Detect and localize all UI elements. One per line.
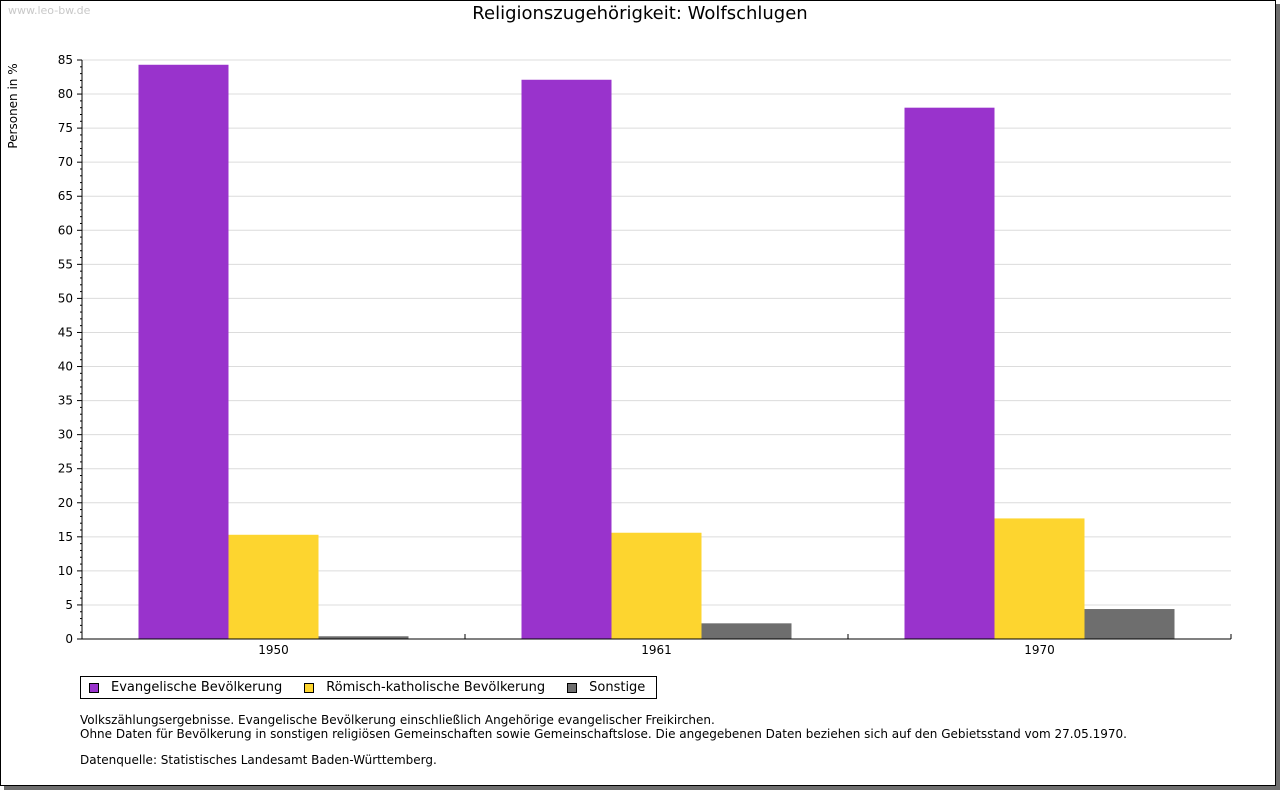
chart-legend: Evangelische Bevölkerung Römisch-katholi…	[80, 676, 658, 699]
y-tick-label: 50	[58, 291, 73, 305]
bar-sonstige-1970	[1084, 609, 1175, 639]
y-tick-label: 60	[58, 223, 73, 237]
y-tick-label: 0	[65, 632, 73, 646]
y-tick-label: 5	[65, 598, 73, 612]
bar-katholisch-1961	[611, 532, 702, 639]
y-tick-label: 65	[58, 189, 73, 203]
bar-sonstige-1950	[318, 636, 409, 639]
legend-swatch-sonstige	[567, 682, 578, 693]
chart-notes: Volkszählungsergebnisse. Evangelische Be…	[80, 713, 1127, 767]
y-tick-label: 25	[58, 462, 73, 476]
x-tick-label: 1970	[1024, 643, 1055, 657]
y-tick-label: 70	[58, 155, 73, 169]
legend-item-evangelisch: Evangelische Bevölkerung	[89, 680, 282, 695]
bar-katholisch-1950	[228, 534, 319, 639]
legend-item-katholisch: Römisch-katholische Bevölkerung	[304, 680, 545, 695]
bar-sonstige-1961	[701, 623, 792, 639]
y-tick-label: 35	[58, 394, 73, 408]
y-tick-label: 20	[58, 496, 73, 510]
legend-label-katholisch: Römisch-katholische Bevölkerung	[326, 680, 546, 695]
data-source: Datenquelle: Statistisches Landesamt Bad…	[80, 753, 437, 767]
y-tick-label: 45	[58, 325, 73, 339]
y-tick-label: 40	[58, 360, 73, 374]
bar-evangelisch-1950	[138, 64, 229, 639]
legend-swatch-katholisch	[304, 682, 315, 693]
chart-title: Religionszugehörigkeit: Wolfschlugen	[472, 3, 808, 24]
bar-evangelisch-1961	[521, 79, 612, 639]
y-tick-label: 30	[58, 428, 73, 442]
note-line-2: Ohne Daten für Bevölkerung in sonstigen …	[80, 727, 1127, 741]
y-tick-label: 75	[58, 121, 73, 135]
x-tick-label: 1961	[641, 643, 672, 657]
y-tick-label: 80	[58, 87, 73, 101]
y-tick-label: 85	[58, 53, 73, 67]
watermark: www.leo-bw.de	[8, 4, 91, 17]
legend-label-evangelisch: Evangelische Bevölkerung	[111, 680, 283, 695]
legend-item-sonstige: Sonstige	[567, 680, 645, 695]
bar-evangelisch-1970	[904, 107, 995, 639]
y-tick-label: 55	[58, 257, 73, 271]
legend-label-sonstige: Sonstige	[589, 680, 646, 695]
legend-swatch-evangelisch	[89, 682, 99, 693]
x-tick-label: 1950	[258, 643, 289, 657]
bar-katholisch-1970	[994, 518, 1085, 639]
note-line-1: Volkszählungsergebnisse. Evangelische Be…	[80, 713, 715, 727]
y-tick-label: 10	[58, 564, 73, 578]
y-tick-label: 15	[58, 530, 73, 544]
